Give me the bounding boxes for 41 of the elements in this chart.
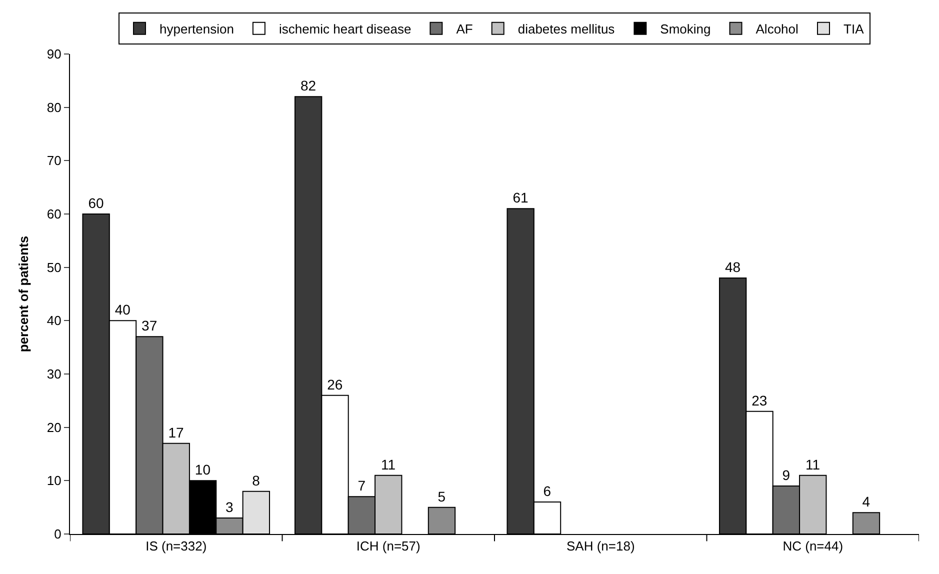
- x-tick-label: ICH (n=57): [356, 538, 420, 554]
- legend-label: TIA: [844, 21, 864, 36]
- data-label: 82: [300, 78, 316, 94]
- data-label: 3: [225, 499, 234, 515]
- data-label: 60: [88, 195, 104, 211]
- x-tick-label: SAH (n=18): [566, 538, 635, 554]
- y-tick-label: 20: [46, 420, 62, 435]
- data-label: 26: [327, 376, 343, 392]
- y-tick-label: 40: [46, 313, 62, 328]
- data-label: 17: [168, 424, 184, 440]
- data-label: 8: [252, 472, 260, 488]
- data-label: 23: [752, 392, 768, 408]
- data-label: 11: [381, 456, 396, 472]
- y-tick-label: 50: [46, 260, 62, 275]
- legend-label: Smoking: [660, 21, 711, 36]
- data-label: 10: [194, 462, 211, 478]
- y-tick-label: 0: [54, 526, 62, 542]
- y-tick-label: 60: [46, 206, 62, 222]
- y-axis-title: percent of patients: [16, 236, 31, 352]
- data-label: 6: [543, 483, 552, 499]
- y-tick-label: 80: [46, 100, 62, 115]
- legend-label: diabetes mellitus: [518, 21, 616, 36]
- x-tick-label: IS (n=332): [146, 538, 207, 554]
- legend-label: Alcohol: [756, 21, 799, 36]
- data-label: 11: [806, 456, 820, 472]
- legend-label: AF: [456, 21, 473, 36]
- data-label: 40: [114, 302, 131, 318]
- y-tick-label: 10: [46, 473, 62, 488]
- y-tick-label: 90: [46, 46, 62, 62]
- legend-label: hypertension: [160, 21, 234, 36]
- data-label: 48: [724, 259, 741, 275]
- data-label: 7: [358, 478, 366, 494]
- data-label: 37: [142, 318, 158, 334]
- x-tick-label: NC (n=44): [782, 538, 844, 554]
- data-label: 61: [512, 190, 528, 206]
- data-label: 9: [782, 467, 790, 483]
- data-label: 5: [438, 488, 446, 504]
- data-label: 4: [862, 494, 870, 510]
- y-tick-label: 30: [46, 366, 62, 382]
- legend-label: ischemic heart disease: [278, 21, 412, 36]
- y-tick-label: 70: [46, 153, 62, 168]
